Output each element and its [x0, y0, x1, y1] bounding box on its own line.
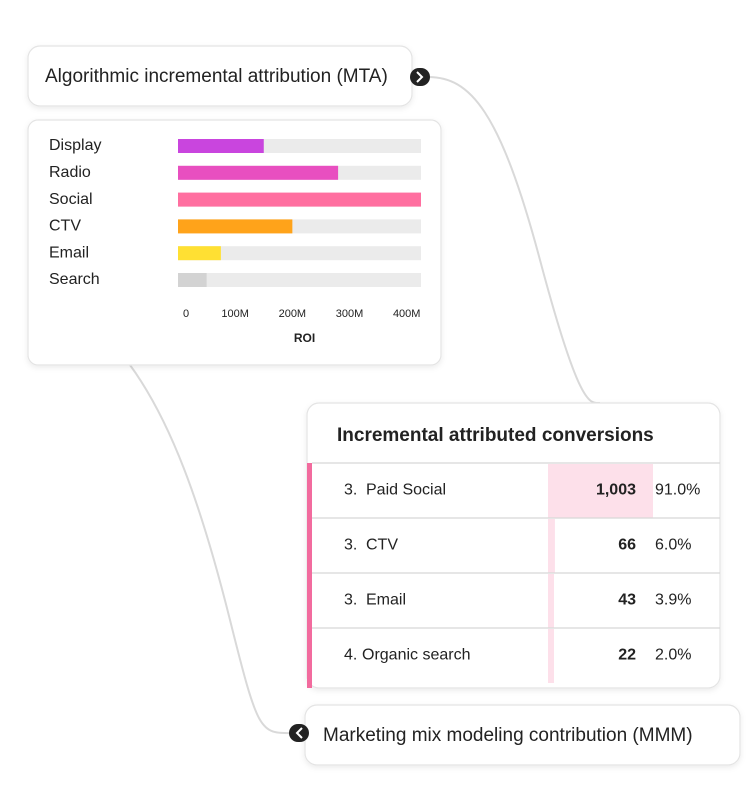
- row-name: CTV: [366, 537, 398, 554]
- rank: 4.: [344, 647, 357, 664]
- bar-track: [178, 246, 421, 261]
- x-tick-label: 300M: [336, 308, 364, 320]
- table: 3. Paid Social 1,003 91.0% 3. CTV 66 6.0% 3. Emai…: [307, 462, 720, 688]
- mta-title: Algorithmic incremental attribution (MTA…: [45, 66, 388, 87]
- share: 3.9%: [655, 592, 691, 609]
- connector: [427, 76, 601, 405]
- chart-card: [27, 119, 442, 366]
- value-bar: [548, 574, 554, 628]
- bar: [178, 273, 207, 287]
- chart: Display Radio Social CTV Email Search 0 100M 200…: [49, 137, 421, 345]
- bar: [178, 246, 221, 261]
- rank: 3.: [344, 537, 357, 554]
- bar: [178, 139, 264, 153]
- value-label: 43: [618, 592, 636, 609]
- chevron[interactable]: [289, 724, 309, 742]
- share: 91.0%: [655, 482, 700, 499]
- x-tick-label: 100M: [221, 308, 249, 320]
- table-title: Incremental attributed conversions: [337, 425, 654, 446]
- row-name: Organic search: [362, 647, 471, 664]
- category-label: Email: [49, 244, 89, 261]
- bar: [178, 219, 293, 234]
- value-bar: [548, 629, 554, 683]
- chevron-icon: [416, 71, 424, 83]
- category-label: Display: [49, 137, 101, 154]
- row-name: Email: [366, 592, 406, 609]
- x-axis-label: ROI: [294, 331, 315, 345]
- bar: [178, 192, 421, 207]
- bar-track: [178, 273, 421, 287]
- x-tick-label: 200M: [279, 308, 307, 320]
- bar: [178, 165, 339, 180]
- value-label: 1,003: [596, 482, 636, 499]
- x-tick-label: 400M: [393, 308, 421, 320]
- share: 6.0%: [655, 537, 691, 554]
- category-label: Radio: [49, 164, 91, 181]
- chevron[interactable]: [410, 68, 430, 86]
- rank: 3.: [344, 592, 357, 609]
- chevron-icon: [295, 727, 303, 739]
- category-label: Search: [49, 271, 100, 288]
- connector: [129, 364, 299, 735]
- x-tick-label: 0: [183, 308, 189, 320]
- value-bar: [548, 464, 653, 518]
- mmm-title: Marketing mix modeling contribution (MMM…: [323, 725, 693, 746]
- value-label: 66: [618, 537, 636, 554]
- rank: 3.: [344, 482, 357, 499]
- category-label: CTV: [49, 218, 81, 235]
- category-label: Social: [49, 191, 93, 208]
- row-stripe: [307, 463, 312, 688]
- share: 2.0%: [655, 647, 691, 664]
- value-bar: [548, 519, 555, 573]
- value-label: 22: [618, 647, 636, 664]
- row-name: Paid Social: [366, 482, 446, 499]
